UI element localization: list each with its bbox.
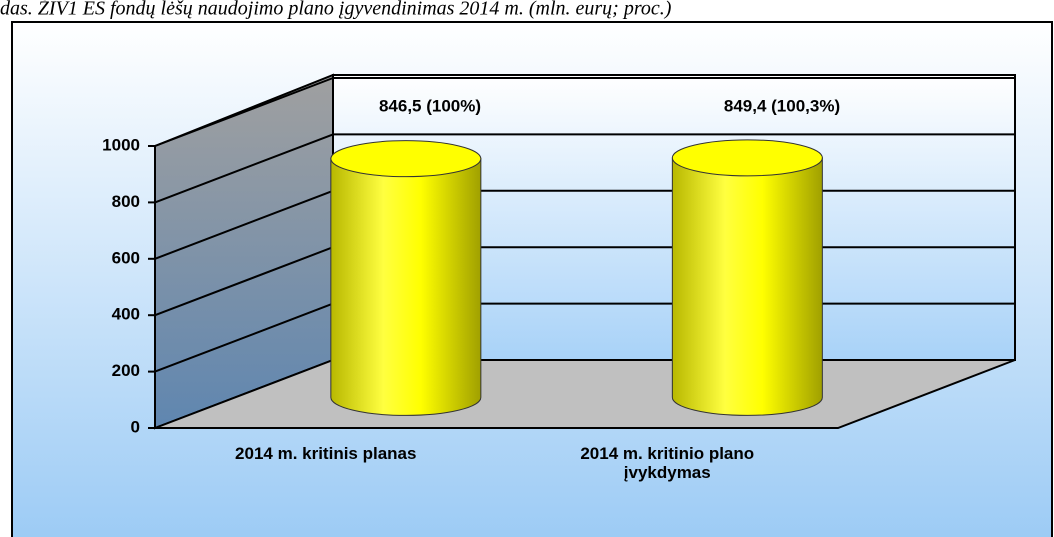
value-label: 846,5 (100%): [379, 96, 481, 115]
grid-line: [154, 302, 334, 373]
x-tick-label: 2014 m. kritinio plano įvykdymas: [580, 444, 755, 482]
y-tick-label: 200: [112, 361, 140, 380]
grid-line: [154, 246, 334, 317]
cylinder-top: [671, 139, 823, 177]
grid-line: [154, 189, 334, 260]
x-tick-label: 2014 m. kritinis planas: [235, 444, 417, 463]
y-tick-label: 600: [112, 248, 140, 267]
y-tick-label: 800: [112, 192, 140, 211]
y-tick-label: 0: [131, 417, 140, 436]
grid-line: [154, 77, 334, 147]
value-label: 849,4 (100,3%): [724, 96, 840, 115]
cylinder-top: [330, 140, 482, 178]
grid-line: [154, 133, 334, 204]
y-tick-label: 1000: [102, 135, 140, 154]
chart-title: das. ŽIV1 ES fondų lėšų naudojimo plano …: [0, 0, 672, 20]
cylinder: [330, 158, 482, 416]
cylinder: [671, 157, 823, 416]
y-tick-label: 400: [112, 305, 140, 324]
